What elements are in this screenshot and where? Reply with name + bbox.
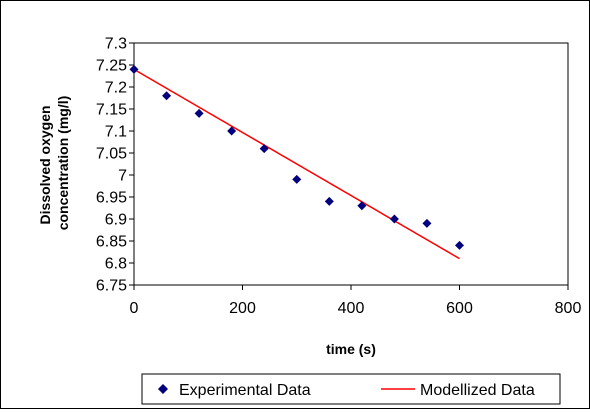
legend-box xyxy=(141,373,561,405)
data-point-experimental xyxy=(227,126,237,136)
y-tick-label: 7.1 xyxy=(105,124,127,141)
data-point-experimental xyxy=(194,108,204,118)
data-point-experimental xyxy=(422,218,432,228)
series-layer xyxy=(129,64,464,260)
legend-label-experimental-data: Experimental Data xyxy=(179,382,311,399)
data-point-experimental xyxy=(259,144,269,154)
data-point-experimental xyxy=(357,201,367,211)
x-axis: 0 200 400 600 800 xyxy=(130,285,582,317)
x-tick-label: 0 xyxy=(130,300,139,317)
y-axis-title-line-2: concentration (mg/l) xyxy=(55,96,71,231)
y-tick-label: 6.8 xyxy=(105,256,127,273)
y-axis-title: Dissolved oxygen concentration (mg/l) xyxy=(37,96,71,231)
x-tick-label: 600 xyxy=(446,300,473,317)
x-axis-title: time (s) xyxy=(326,341,376,357)
y-tick-label: 7.25 xyxy=(96,58,127,75)
y-tick-label: 7.05 xyxy=(96,146,127,163)
series-line-modellized-data xyxy=(133,68,460,260)
data-point-experimental xyxy=(389,214,399,224)
y-tick-label: 6.85 xyxy=(96,234,127,251)
y-tick-label: 7.15 xyxy=(96,102,127,119)
legend: Experimental Data Modellized Data xyxy=(141,373,561,405)
y-tick-label: 7 xyxy=(118,168,127,185)
y-tick-label: 6.95 xyxy=(96,190,127,207)
y-tick-label: 7.2 xyxy=(105,80,127,97)
y-tick-label: 7.3 xyxy=(105,36,127,53)
legend-label-modellized-data: Modellized Data xyxy=(420,382,535,399)
x-tick-label: 200 xyxy=(229,300,256,317)
data-point-experimental xyxy=(324,196,334,206)
y-tick-label: 6.9 xyxy=(105,212,127,229)
data-point-experimental xyxy=(162,91,172,101)
data-point-experimental xyxy=(129,64,139,74)
data-point-experimental xyxy=(292,174,302,184)
y-axis: 6.75 6.8 6.85 6.9 6.95 7 7.05 7.1 7.15 7.2 7.25 7.3 xyxy=(96,36,134,295)
y-tick-label: 6.75 xyxy=(96,278,127,295)
y-axis-title-line-1: Dissolved oxygen xyxy=(37,105,53,224)
legend-marker-experimental-data xyxy=(158,384,168,394)
data-point-experimental xyxy=(455,240,464,250)
x-tick-label: 800 xyxy=(555,300,582,317)
plot-area xyxy=(133,42,569,286)
x-tick-label: 400 xyxy=(338,300,365,317)
